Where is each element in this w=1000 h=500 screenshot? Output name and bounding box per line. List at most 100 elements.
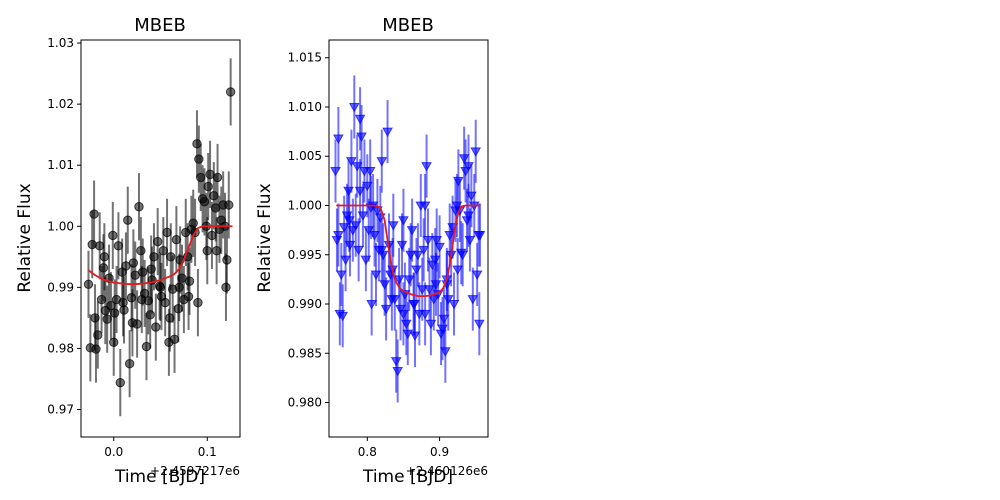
data-point bbox=[338, 223, 350, 233]
data-point bbox=[141, 341, 152, 352]
data-point bbox=[123, 215, 133, 225]
data-point bbox=[369, 231, 380, 241]
y-tick-label: 1.015 bbox=[288, 51, 322, 65]
data-point bbox=[335, 270, 347, 280]
data-point bbox=[379, 280, 391, 290]
data-point bbox=[196, 172, 206, 183]
data-point bbox=[134, 202, 144, 212]
data-point bbox=[376, 245, 388, 256]
data-point bbox=[429, 255, 441, 266]
data-point bbox=[357, 211, 369, 221]
x-offset-label: +2.460126e6 bbox=[406, 464, 488, 478]
x-axis-label: Time [BJD] bbox=[362, 467, 453, 487]
data-point bbox=[160, 297, 170, 308]
data-point bbox=[418, 245, 430, 256]
data-point bbox=[199, 197, 210, 207]
data-point bbox=[192, 139, 202, 149]
data-point bbox=[366, 300, 377, 310]
data-point bbox=[330, 167, 341, 177]
data-point bbox=[412, 250, 424, 261]
data-point bbox=[353, 245, 364, 256]
data-point bbox=[99, 252, 110, 262]
data-point bbox=[396, 240, 408, 251]
data-point bbox=[364, 167, 376, 177]
data-point bbox=[451, 201, 463, 212]
data-point bbox=[431, 235, 443, 246]
x-axis-label: Time [BJD] bbox=[114, 467, 205, 487]
x-tick-label: 0.1 bbox=[198, 445, 217, 459]
data-point bbox=[146, 264, 156, 274]
data-marks bbox=[83, 58, 236, 417]
chart-title: MBEB bbox=[134, 15, 186, 36]
data-point bbox=[351, 162, 363, 172]
data-point bbox=[416, 285, 428, 295]
data-point bbox=[425, 319, 437, 330]
data-point bbox=[207, 230, 217, 241]
y-tick-label: 0.97 bbox=[47, 403, 74, 417]
data-point bbox=[102, 314, 112, 324]
data-point bbox=[124, 359, 135, 369]
data-point bbox=[344, 240, 356, 251]
data-point bbox=[467, 295, 479, 305]
data-point bbox=[389, 295, 401, 305]
data-point bbox=[98, 263, 109, 273]
data-point bbox=[126, 293, 137, 303]
data-point bbox=[193, 297, 203, 308]
data-point bbox=[444, 231, 456, 241]
data-point bbox=[442, 295, 454, 305]
data-point bbox=[360, 255, 372, 266]
data-point bbox=[118, 297, 128, 308]
x-tick-label: 0.8 bbox=[358, 445, 377, 459]
data-point bbox=[169, 334, 180, 344]
data-point bbox=[361, 181, 373, 192]
data-point bbox=[184, 276, 195, 286]
ticks: 0.0 0.1 0.97 0.98 0.99 1.00 1.01 1.02 1.03 bbox=[47, 36, 217, 459]
x-tick-label: 0.9 bbox=[430, 445, 449, 459]
data-point bbox=[137, 294, 147, 305]
data-point bbox=[363, 226, 375, 236]
data-point bbox=[457, 250, 469, 261]
y-tick-label: 1.005 bbox=[288, 149, 322, 163]
data-point bbox=[438, 314, 450, 325]
data-point bbox=[224, 200, 234, 210]
data-marks bbox=[330, 75, 486, 403]
data-point bbox=[350, 221, 362, 231]
data-point bbox=[96, 294, 107, 305]
data-point bbox=[463, 211, 474, 221]
y-tick-label: 1.000 bbox=[288, 198, 322, 212]
data-point bbox=[434, 242, 445, 253]
y-tick-label: 1.02 bbox=[47, 97, 74, 111]
data-point bbox=[115, 377, 125, 388]
data-point bbox=[430, 280, 442, 290]
data-point bbox=[113, 241, 124, 251]
data-point bbox=[173, 304, 183, 314]
data-point bbox=[194, 154, 204, 164]
y-tick-label: 0.980 bbox=[288, 396, 322, 410]
data-point bbox=[382, 127, 393, 138]
data-point bbox=[409, 331, 421, 342]
data-point bbox=[419, 309, 431, 320]
data-point bbox=[380, 304, 392, 315]
model-line bbox=[336, 204, 481, 298]
data-point bbox=[471, 270, 483, 280]
data-point bbox=[225, 87, 236, 97]
data-point bbox=[158, 246, 169, 256]
data-point bbox=[171, 235, 182, 245]
y-axis-label: Relative Flux bbox=[255, 183, 275, 292]
data-point bbox=[437, 324, 448, 335]
data-point bbox=[109, 337, 119, 348]
data-point bbox=[474, 231, 486, 241]
plot-frame bbox=[80, 39, 241, 438]
y-tick-label: 0.990 bbox=[288, 297, 322, 311]
data-point bbox=[128, 258, 139, 268]
data-point bbox=[390, 357, 402, 367]
data-point bbox=[341, 211, 353, 221]
y-axis-label: Relative Flux bbox=[15, 183, 35, 292]
data-point bbox=[393, 275, 405, 285]
data-point bbox=[387, 221, 399, 231]
y-tick-label: 1.03 bbox=[47, 36, 74, 50]
data-point bbox=[398, 309, 409, 320]
data-point bbox=[346, 157, 357, 167]
y-tick-label: 1.010 bbox=[288, 100, 322, 114]
